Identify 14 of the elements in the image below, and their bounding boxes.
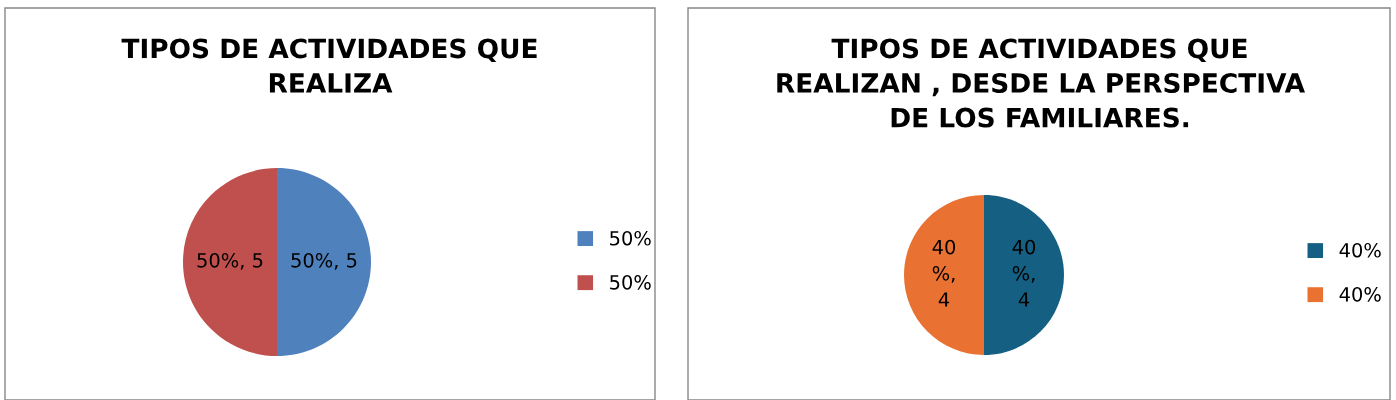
pie-slice	[277, 168, 371, 356]
chart-title: TIPOS DE ACTIVIDADES QUE REALIZAN , DESDE LA PERSPECTIVA DE LOS FAMILIARES.	[777, 38, 1305, 128]
data-label: 50%, 5	[291, 252, 357, 270]
legend-label: 50%	[610, 230, 651, 246]
pie-slice	[183, 168, 277, 356]
data-label: 50%, 5	[197, 252, 263, 270]
pie-slice	[984, 195, 1064, 355]
chart-title: TIPOS DE ACTIVIDADES QUE REALIZA	[121, 38, 537, 93]
legend-label: 40%	[1339, 286, 1381, 302]
data-label: 40%, 4	[932, 239, 956, 307]
legend-label: 50%	[610, 274, 651, 290]
pie-slice	[904, 195, 984, 355]
legend-label: 40%	[1339, 242, 1381, 258]
data-label: 40%, 4	[1012, 239, 1036, 307]
